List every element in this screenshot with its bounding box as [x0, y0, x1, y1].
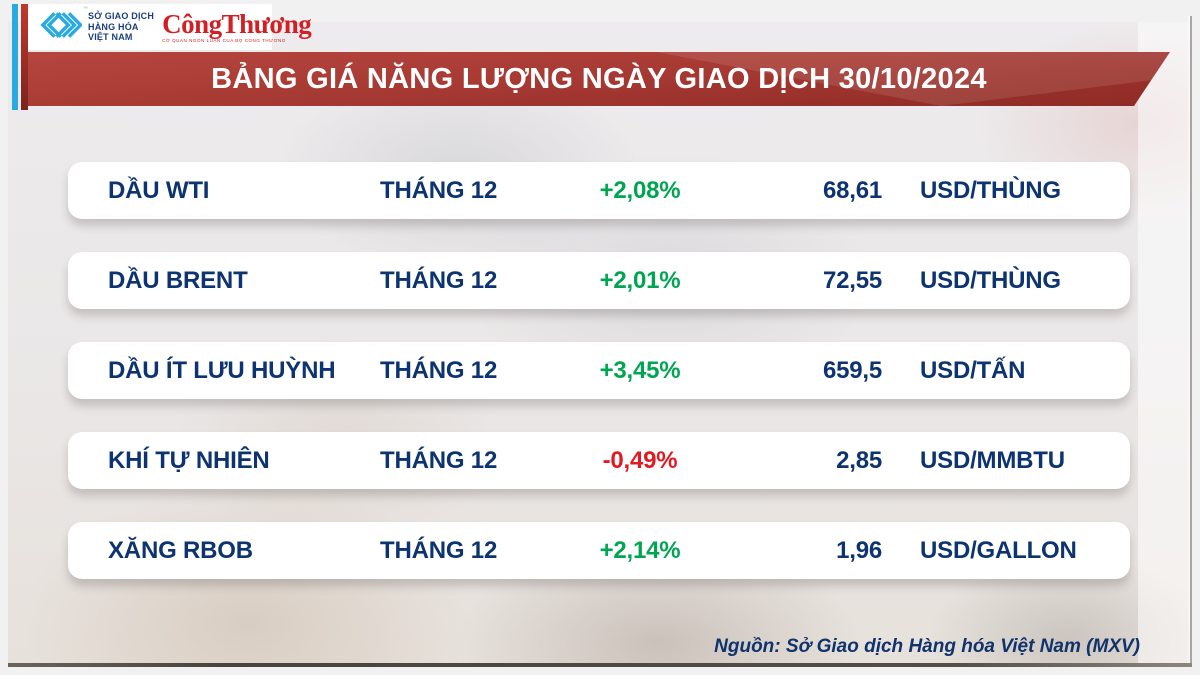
commodity-name: DẦU BRENT	[108, 266, 248, 294]
contract-month: THÁNG 12	[380, 176, 498, 204]
price-value: 68,61	[822, 176, 882, 204]
contract-month: THÁNG 12	[380, 446, 498, 474]
congthuong-wordmark: CôngThương	[162, 8, 312, 39]
price-row: XĂNG RBOB THÁNG 12 +2,14% 1,96 USD/GALLO…	[68, 522, 1130, 579]
title-banner: BẢNG GIÁ NĂNG LƯỢNG NGÀY GIAO DỊCH 30/10…	[28, 52, 1170, 106]
price-unit: USD/THÙNG	[920, 176, 1061, 204]
price-row: KHÍ TỰ NHIÊN THÁNG 12 -0,49% 2,85 USD/MM…	[68, 432, 1130, 489]
frame-border-right	[1190, 16, 1192, 667]
contract-month: THÁNG 12	[380, 356, 498, 384]
source-note: Nguồn: Sở Giao dịch Hàng hóa Việt Nam (M…	[714, 636, 1140, 657]
commodity-name: DẦU ÍT LƯU HUỲNH	[108, 356, 336, 384]
decor-stripe-red	[21, 4, 28, 110]
contract-month: THÁNG 12	[380, 266, 498, 294]
price-value: 1,96	[836, 536, 882, 564]
price-row: DẦU WTI THÁNG 12 +2,08% 68,61 USD/THÙNG	[68, 162, 1130, 219]
mxv-logo-text: SỞ GIAO DỊCH HÀNG HÓA VIỆT NAM	[88, 11, 155, 43]
trademark-symbol: ™	[83, 5, 88, 12]
congthuong-logo: CôngThương CƠ QUAN NGÔN LUẬN CỦA BỘ CÔNG…	[162, 8, 312, 44]
logo-plate: ™ SỞ GIAO DỊCH HÀNG HÓA VIỆT NAM CôngThư…	[28, 4, 312, 50]
change-percent: +2,01%	[599, 266, 681, 294]
right-margin-shade	[1138, 22, 1188, 663]
price-unit: USD/THÙNG	[920, 266, 1061, 294]
price-value: 659,5	[822, 356, 882, 384]
price-unit: USD/GALLON	[920, 536, 1077, 564]
decor-stripe-cyan	[12, 4, 18, 110]
price-unit: USD/MMBTU	[920, 446, 1065, 474]
change-percent: +2,14%	[599, 536, 681, 564]
price-row: DẦU ÍT LƯU HUỲNH THÁNG 12 +3,45% 659,5 U…	[68, 342, 1130, 399]
price-value: 2,85	[836, 446, 882, 474]
contract-month: THÁNG 12	[380, 536, 498, 564]
commodity-name: DẦU WTI	[108, 176, 210, 204]
price-row: DẦU BRENT THÁNG 12 +2,01% 72,55 USD/THÙN…	[68, 252, 1130, 309]
price-value: 72,55	[822, 266, 882, 294]
change-percent: +3,45%	[599, 356, 681, 384]
price-unit: USD/TẤN	[920, 356, 1026, 384]
commodity-name: XĂNG RBOB	[108, 536, 253, 564]
change-percent: +2,08%	[599, 176, 681, 204]
congthuong-tagline: CƠ QUAN NGÔN LUẬN CỦA BỘ CÔNG THƯƠNG	[162, 38, 286, 43]
mxv-logo-icon: ™	[38, 6, 88, 47]
page-title: BẢNG GIÁ NĂNG LƯỢNG NGÀY GIAO DỊCH 30/10…	[211, 62, 987, 95]
price-table: DẦU WTI THÁNG 12 +2,08% 68,61 USD/THÙNG …	[68, 162, 1130, 612]
commodity-name: KHÍ TỰ NHIÊN	[108, 446, 270, 474]
change-percent: -0,49%	[602, 446, 678, 474]
frame-border-bottom	[8, 663, 1192, 667]
